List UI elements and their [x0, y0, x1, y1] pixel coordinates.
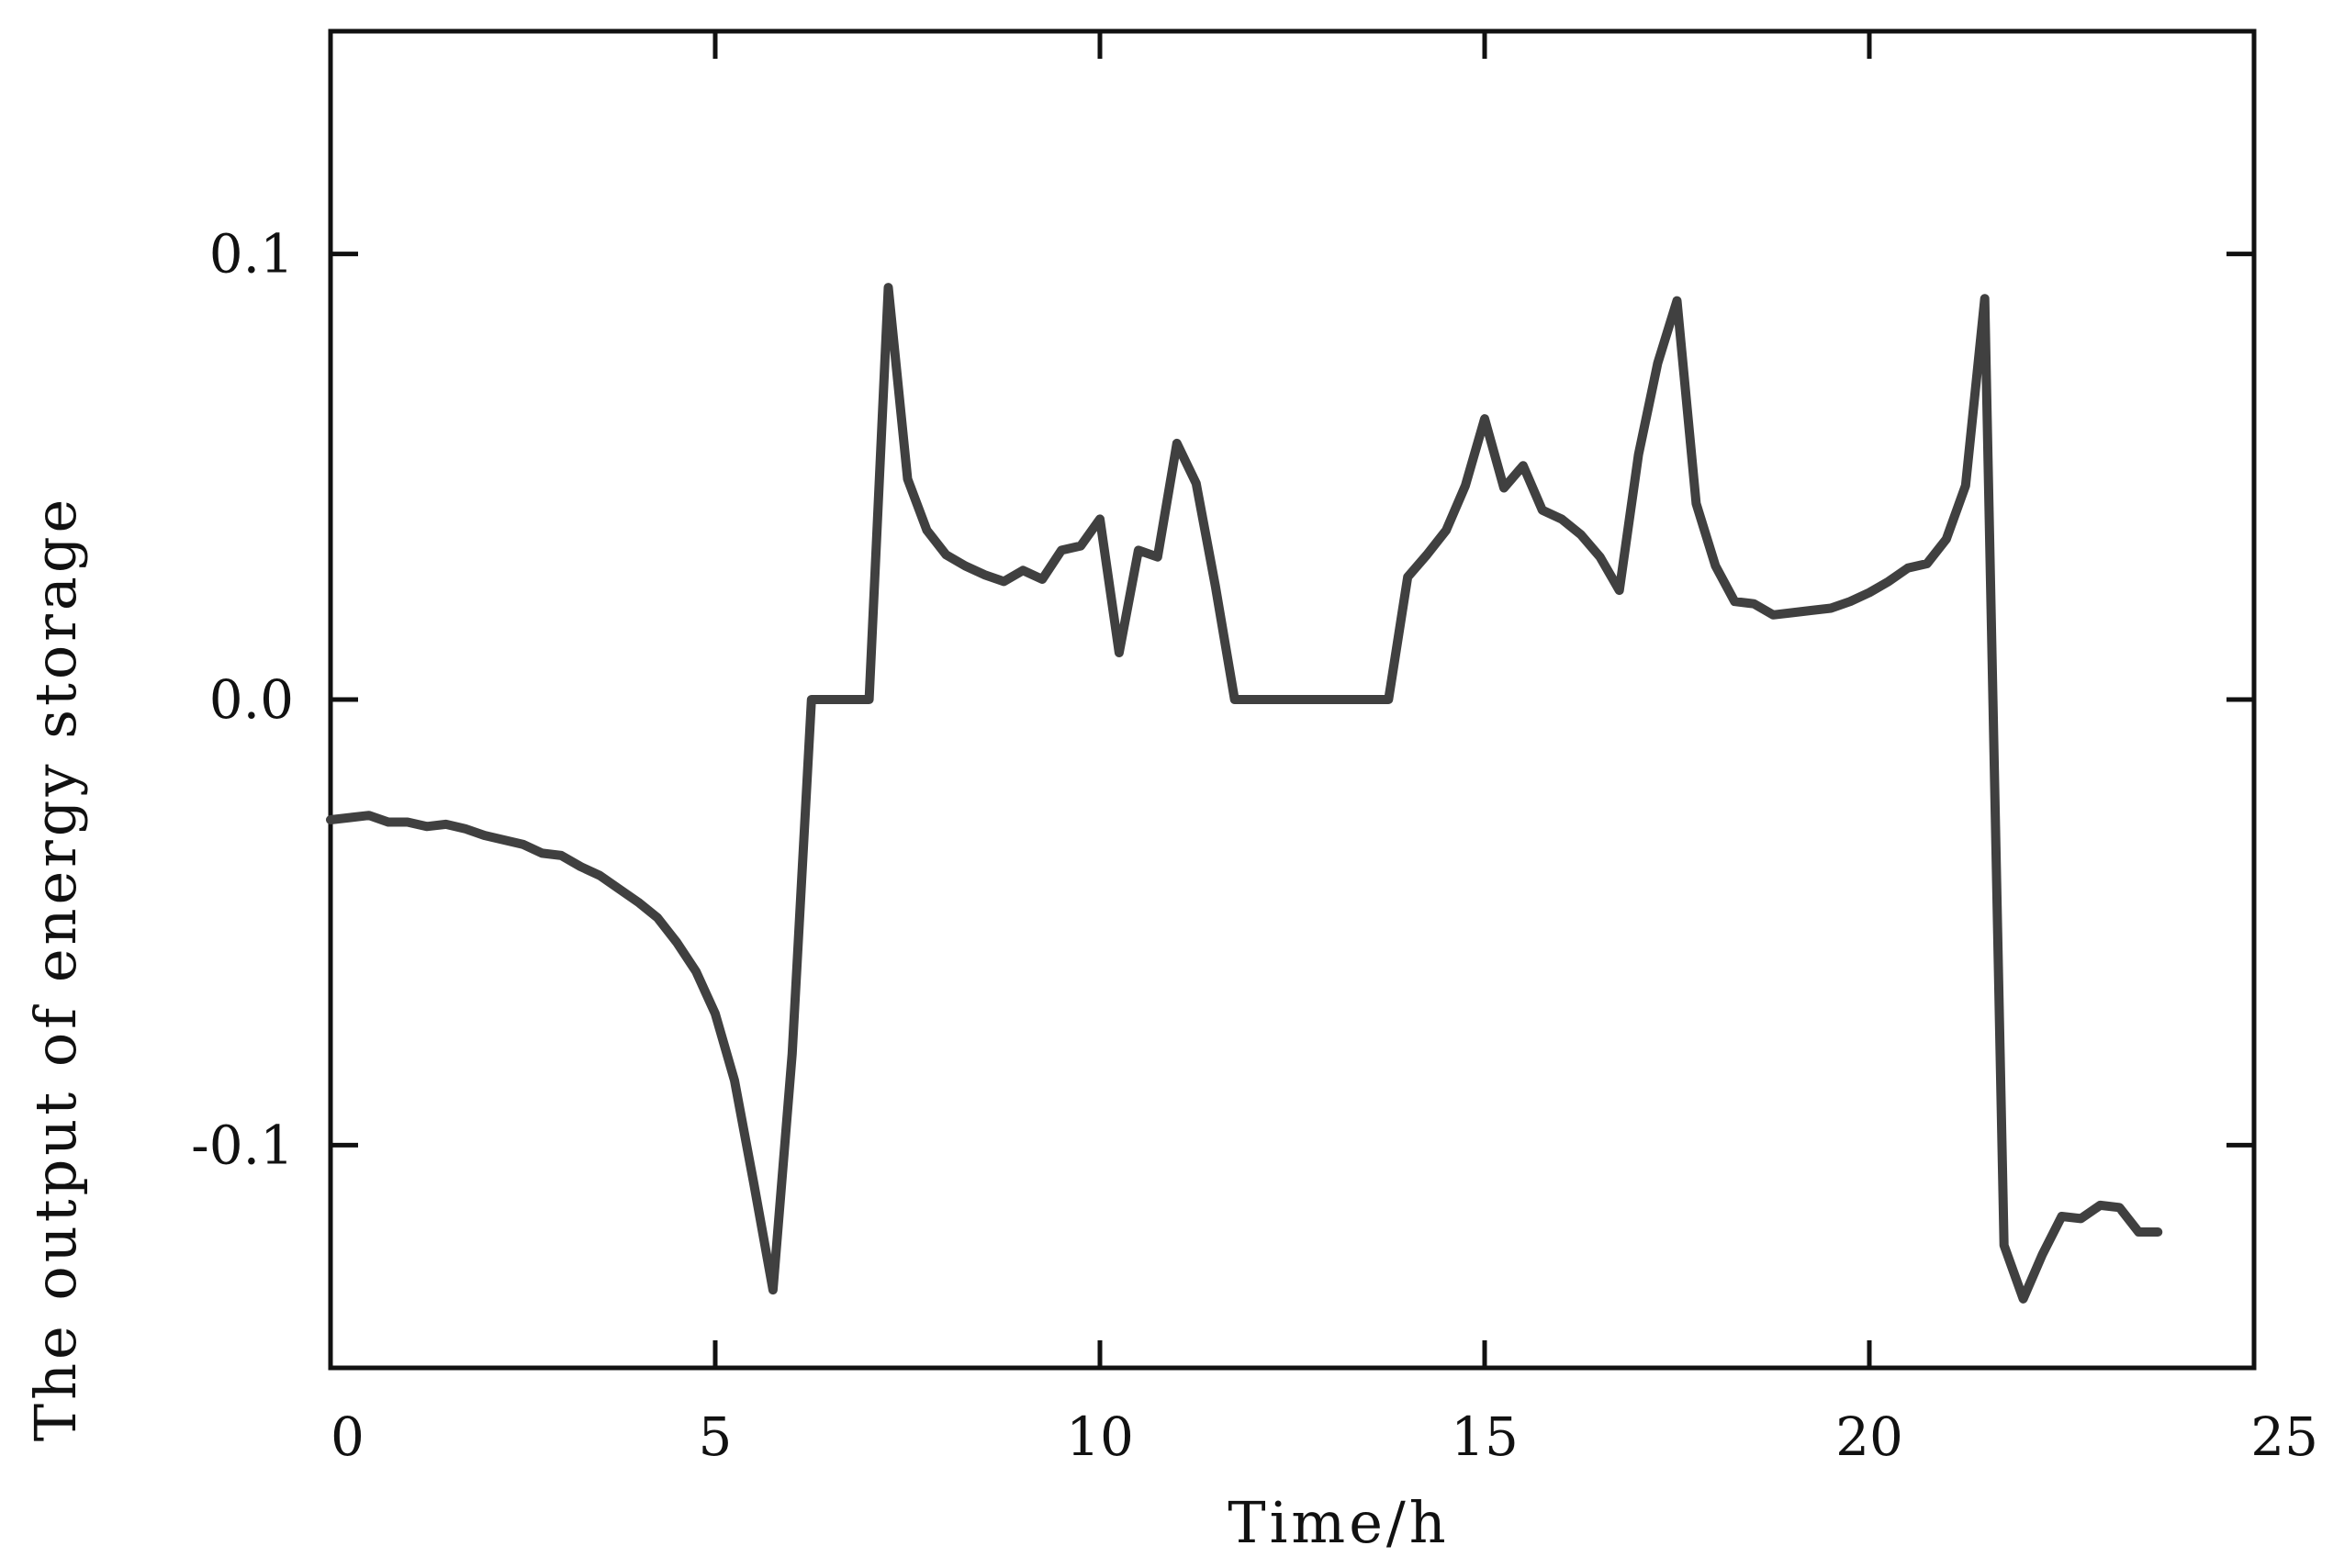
x-tick-label: 0: [331, 1406, 365, 1468]
x-axis-label: Time/h: [1228, 1489, 1449, 1556]
y-tick-label: 0.0: [209, 668, 294, 731]
x-tick-label: 5: [699, 1406, 733, 1468]
x-axis-ticks: 0 5 10 15 20 25: [328, 31, 2318, 1468]
plot-area: [326, 28, 2257, 1371]
series-line: [326, 283, 2163, 1304]
y-tick-label: 0.1: [209, 223, 294, 286]
y-axis-ticks: 0.1 0.0 -0.1: [191, 223, 2254, 1176]
y-tick-label: -0.1: [191, 1114, 294, 1176]
y-axis-label: The output of energy storage: [22, 496, 89, 1442]
x-tick-label: 25: [2250, 1406, 2318, 1468]
x-tick-label: 10: [1066, 1406, 1134, 1468]
x-tick-label: 15: [1451, 1406, 1519, 1468]
x-tick-label: 20: [1835, 1406, 1903, 1468]
